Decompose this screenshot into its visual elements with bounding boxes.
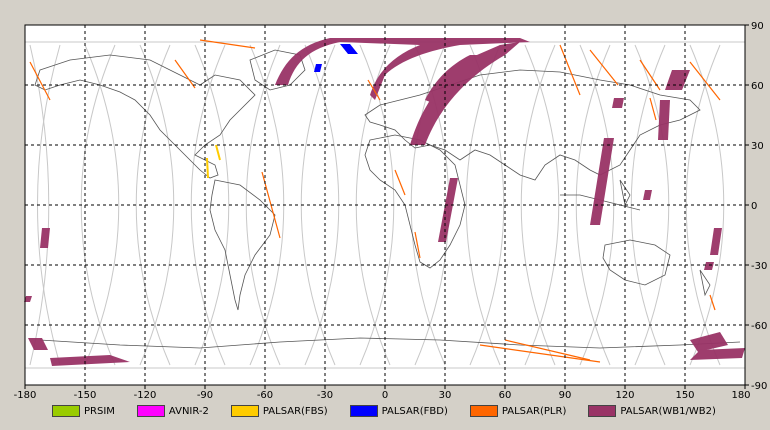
x-tick-label: 90 (559, 390, 572, 401)
legend-swatch (349, 405, 378, 417)
x-tick-label: -30 (317, 390, 333, 401)
y-tick-label: 30 (751, 141, 764, 152)
legend-swatch (136, 405, 165, 417)
legend-swatch (52, 405, 80, 417)
x-tick-labels: -180 -150 -120 -90 -60 -30 0 30 60 90 12… (14, 390, 751, 401)
y-tick-label: 90 (751, 21, 764, 32)
x-tick-label: -120 (134, 390, 157, 401)
legend-item-prsim: PRSIM (52, 405, 115, 417)
y-tick-label: -60 (751, 321, 767, 332)
legend-swatch (469, 405, 498, 417)
x-tick-label: 150 (675, 390, 694, 401)
legend-label: PALSAR(FBD) (381, 405, 448, 417)
x-tick-label: -90 (197, 390, 213, 401)
legend-label: PALSAR(FBS) (262, 405, 328, 417)
y-tick-label: -90 (751, 381, 767, 392)
legend-item-palsar-fbs: PALSAR(FBS) (230, 405, 328, 417)
legend: PRSIM AVNIR-2 PALSAR(FBS) PALSAR(FBD) PA… (52, 403, 752, 419)
legend-swatch (588, 405, 617, 417)
legend-label: PALSAR(PLR) (501, 405, 567, 417)
y-tick-label: 60 (751, 81, 764, 92)
legend-label: PRSIM (84, 405, 115, 417)
tick-marks (24, 24, 749, 389)
x-tick-label: 120 (615, 390, 634, 401)
x-tick-label: 180 (731, 390, 750, 401)
footprints-fbd (314, 44, 358, 72)
y-tick-labels: 90 60 30 0 -30 -60 -90 (751, 21, 767, 392)
x-tick-label: 30 (439, 390, 452, 401)
x-tick-label: -60 (257, 390, 273, 401)
footprints-fbs (206, 144, 221, 179)
footprints-wb (24, 38, 745, 366)
legend-label: AVNIR-2 (168, 405, 209, 417)
x-tick-label: -180 (14, 390, 37, 401)
y-tick-label: 0 (751, 201, 757, 212)
graticule (25, 25, 745, 385)
x-tick-label: 0 (382, 390, 388, 401)
legend-swatch (230, 405, 259, 417)
x-tick-label: 60 (499, 390, 512, 401)
legend-item-palsar-wb: PALSAR(WB1/WB2) (588, 405, 716, 417)
legend-label: PALSAR(WB1/WB2) (620, 405, 716, 417)
y-tick-label: -30 (751, 261, 767, 272)
legend-item-palsar-fbd: PALSAR(FBD) (349, 405, 448, 417)
x-tick-label: -150 (74, 390, 97, 401)
legend-item-avnir2: AVNIR-2 (136, 405, 209, 417)
legend-item-palsar-plr: PALSAR(PLR) (469, 405, 567, 417)
